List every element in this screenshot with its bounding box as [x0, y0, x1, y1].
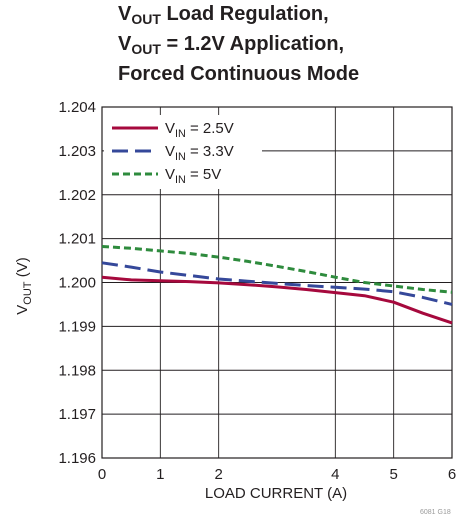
text-part: = 2.5V [186, 120, 234, 137]
y-tick-label: 1.202 [58, 187, 96, 204]
subscript: IN [175, 151, 186, 163]
x-tick-label: 4 [331, 466, 339, 483]
series-lines [101, 245, 453, 325]
series-line [101, 275, 453, 325]
subscript: IN [175, 174, 186, 186]
subscript: OUT [22, 281, 34, 305]
y-tick-label: 1.201 [58, 231, 96, 248]
text-part: V [165, 143, 175, 160]
y-tick-label: 1.199 [58, 318, 96, 335]
legend-label: VIN = 5V [165, 166, 221, 186]
text-part: V [14, 305, 31, 315]
y-axis-label: VOUT (V) [14, 257, 34, 314]
x-tick-label: 5 [389, 466, 397, 483]
chart-title-line: VOUT = 1.2V Application, [118, 33, 345, 57]
legend-label: VIN = 2.5V [165, 120, 234, 140]
chart-title-line: Forced Continuous Mode [118, 63, 360, 85]
text-part: = 3.3V [186, 143, 234, 160]
x-tick-label: 0 [98, 466, 106, 483]
chart-title: VOUT Load Regulation, VOUT = 1.2V Applica… [118, 2, 468, 87]
series-line [101, 261, 453, 306]
text-part: = 5V [186, 166, 221, 183]
y-tick-label: 1.204 [58, 99, 96, 116]
series-line [101, 245, 453, 294]
x-tick-label: 1 [156, 466, 164, 483]
plot-frame [101, 106, 453, 459]
y-tick-label: 1.200 [58, 275, 96, 292]
y-tick-label: 1.203 [58, 143, 96, 160]
figure-code: 6081 G18 [420, 509, 451, 516]
text-part: V [165, 120, 175, 137]
x-tick-label: 6 [448, 466, 456, 483]
chart-title-line: VOUT Load Regulation, [118, 3, 329, 27]
x-tick-label: 2 [214, 466, 222, 483]
y-tick-label: 1.196 [58, 450, 96, 467]
y-tick-label: 1.197 [58, 406, 96, 423]
text-part: (V) [14, 257, 31, 281]
y-tick-label: 1.198 [58, 362, 96, 379]
axes: 1.196 1.197 1.198 1.199 1.200 1.201 1.202 1.203… [58, 99, 456, 483]
subscript: IN [175, 128, 186, 140]
x-axis-label: LOAD CURRENT (A) [205, 485, 347, 502]
legend-label: VIN = 3.3V [165, 143, 234, 163]
text-part: V [165, 166, 175, 183]
